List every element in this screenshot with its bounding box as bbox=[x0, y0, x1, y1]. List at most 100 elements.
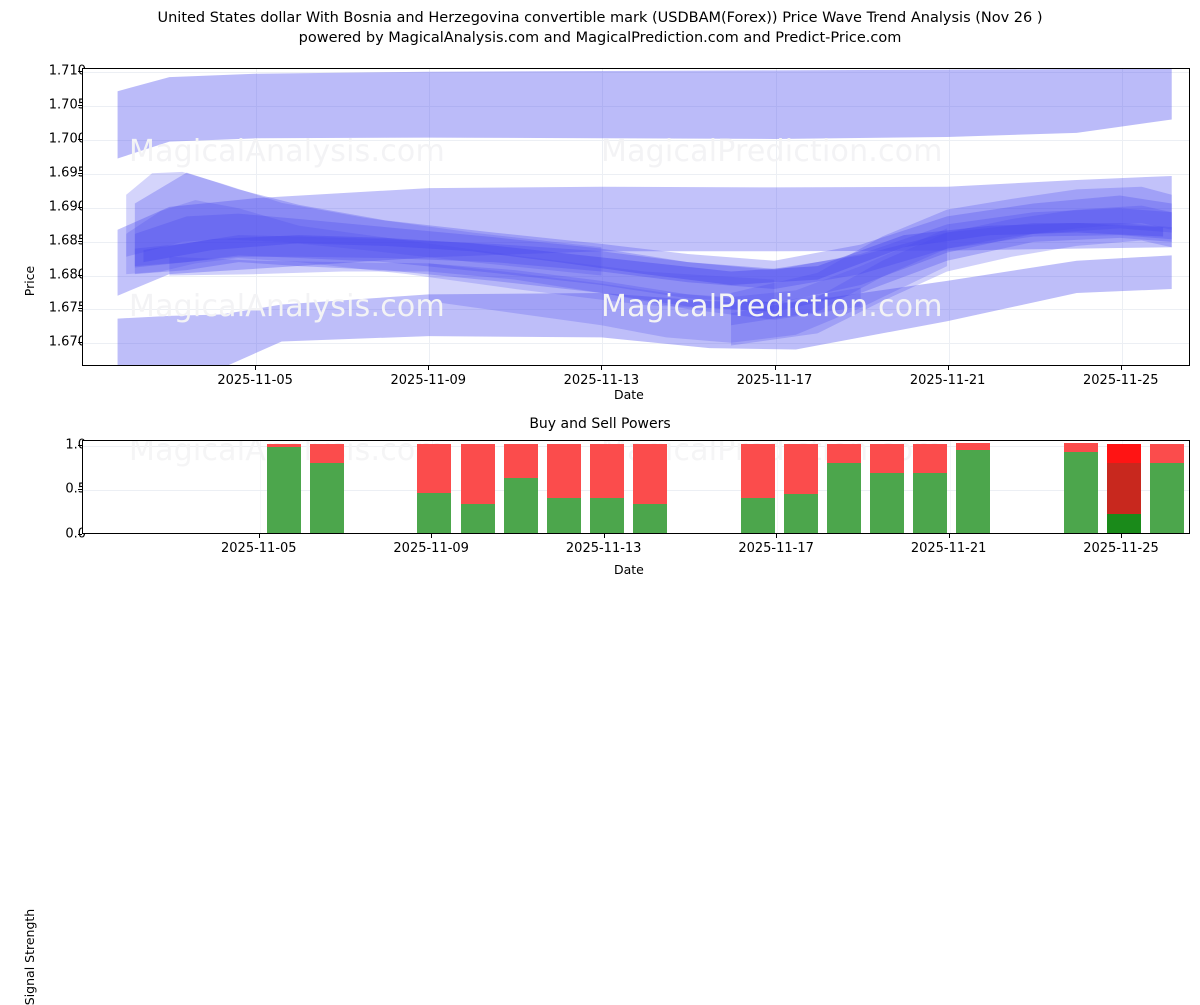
price-y-tick-label: 1.690 bbox=[48, 199, 86, 215]
bar-column bbox=[417, 441, 452, 533]
price-x-tick-label: 2025-11-09 bbox=[390, 373, 467, 388]
price-y-tick-label: 1.700 bbox=[48, 131, 86, 147]
bar-column bbox=[740, 441, 775, 533]
bar-segment-sell-dark bbox=[1107, 463, 1142, 515]
bar-segment-buy bbox=[1150, 463, 1185, 533]
bar-segment-sell bbox=[309, 443, 344, 464]
price-x-tick-label: 2025-11-13 bbox=[563, 373, 640, 388]
signal-x-tick-label: 2025-11-09 bbox=[393, 541, 469, 556]
price-x-tick-label: 2025-11-25 bbox=[1083, 373, 1159, 388]
price-x-tick-label: 2025-11-05 bbox=[217, 373, 293, 388]
bar-segment-sell bbox=[870, 443, 905, 473]
bar-segment-buy bbox=[632, 503, 667, 533]
signal-y-tick-label: 1.0 bbox=[65, 437, 86, 452]
price-wave-panel: Price 1.670 1.675 1.680 1.685 1.690 1.695 1.70… bbox=[0, 56, 1200, 402]
bar-segment-sell bbox=[589, 443, 624, 499]
bar-segment-sell bbox=[266, 443, 301, 448]
title-line-2: powered by MagicalAnalysis.com and Magic… bbox=[298, 30, 902, 46]
bar-column bbox=[913, 441, 948, 533]
price-y-tick-label: 1.685 bbox=[48, 233, 86, 249]
bar-segment-sell bbox=[956, 443, 991, 450]
bar-segment-buy bbox=[956, 449, 991, 533]
signal-x-tick-label: 2025-11-13 bbox=[565, 541, 642, 556]
bar-segment-sell bbox=[460, 443, 495, 504]
wave-band-spike-band-early-low bbox=[126, 200, 775, 312]
wave-band-core-trend-band-c bbox=[134, 223, 1172, 289]
bar-segment-sell bbox=[913, 443, 948, 473]
signal-x-tick-label: 2025-11-05 bbox=[221, 541, 297, 556]
wave-band-upper-resistance-band bbox=[117, 69, 1172, 159]
bar-segment-sell bbox=[632, 443, 667, 504]
bar-column bbox=[1107, 441, 1142, 533]
signal-x-tick-label: 2025-11-25 bbox=[1083, 541, 1159, 556]
bar-segment-buy bbox=[740, 498, 775, 533]
price-y-tick-label: 1.670 bbox=[48, 334, 86, 350]
bar-column bbox=[956, 441, 991, 533]
bar-column bbox=[460, 441, 495, 533]
wave-band-rising-right-band-low bbox=[731, 205, 1172, 346]
signal-y-tick-label: 0.0 bbox=[65, 526, 86, 542]
wave-band-core-trend-band-a bbox=[134, 172, 1172, 312]
price-wave-bands bbox=[117, 69, 1172, 365]
bar-segment-buy bbox=[783, 493, 818, 533]
price-date-axis-label: Date bbox=[614, 387, 644, 402]
bar-segment-sell bbox=[826, 443, 861, 464]
bar-column bbox=[266, 441, 301, 533]
wave-band-descending-band bbox=[169, 256, 861, 320]
wave-band-spike-band-early-high bbox=[126, 171, 602, 276]
bar-segment-buy bbox=[503, 477, 538, 533]
price-y-tick-label: 1.705 bbox=[48, 97, 86, 113]
bar-column bbox=[503, 441, 538, 533]
bar-column bbox=[1150, 441, 1185, 533]
bar-segment-sell bbox=[1150, 443, 1185, 464]
bar-segment-buy bbox=[309, 463, 344, 533]
bar-segment-sell bbox=[503, 443, 538, 478]
bar-column bbox=[783, 441, 818, 533]
bar-segment-buy bbox=[589, 498, 624, 533]
bar-column bbox=[1064, 441, 1099, 533]
signal-y-tick-label: 0.5 bbox=[65, 481, 86, 497]
signal-date-axis-label: Date bbox=[614, 562, 644, 577]
bar-segment-sell-bright bbox=[1107, 443, 1142, 464]
wave-band-lower-support-band bbox=[117, 255, 1172, 365]
bar-segment-buy bbox=[826, 463, 861, 533]
price-y-tick-label: 1.675 bbox=[48, 300, 86, 316]
bar-column bbox=[632, 441, 667, 533]
bar-segment-buy bbox=[266, 447, 301, 533]
buy-sell-panel: Buy and Sell Powers Signal Strength 0.0 0… bbox=[0, 412, 1200, 1005]
signal-x-tick-label: 2025-11-21 bbox=[910, 541, 987, 556]
wave-band-rising-right-band bbox=[731, 186, 1172, 326]
bar-segment-sell bbox=[783, 443, 818, 494]
price-y-tick-label: 1.695 bbox=[48, 165, 86, 181]
bar-segment-buy bbox=[1107, 514, 1142, 533]
bar-segment-buy bbox=[417, 492, 452, 533]
bar-segment-sell bbox=[1064, 443, 1099, 453]
signal-strength-axis-label: Signal Strength bbox=[22, 908, 37, 1005]
bar-column bbox=[826, 441, 861, 533]
bar-segment-sell bbox=[417, 443, 452, 493]
bar-segment-buy bbox=[546, 498, 581, 533]
bar-segment-buy bbox=[913, 473, 948, 533]
wave-band-mid-dip-band bbox=[428, 228, 948, 343]
price-plot-area: MagicalAnalysis.com MagicalPrediction.com… bbox=[82, 68, 1190, 366]
bar-segment-buy bbox=[1064, 452, 1099, 533]
wave-band-core-trend-band-b bbox=[134, 208, 1172, 304]
wave-band-central-dark-spine bbox=[143, 223, 1164, 285]
price-x-tick-label: 2025-11-21 bbox=[909, 373, 986, 388]
bar-column bbox=[870, 441, 905, 533]
buy-sell-title: Buy and Sell Powers bbox=[529, 416, 671, 432]
price-y-tick-label: 1.680 bbox=[48, 267, 86, 283]
signal-x-tick-label: 2025-11-17 bbox=[738, 541, 814, 556]
price-x-tick-label: 2025-11-17 bbox=[736, 373, 813, 388]
bar-segment-sell bbox=[740, 443, 775, 499]
bar-segment-sell bbox=[546, 443, 581, 499]
bar-segment-buy bbox=[870, 473, 905, 533]
price-y-tick-label: 1.710 bbox=[48, 63, 86, 79]
title-line-1: United States dollar With Bosnia and Her… bbox=[157, 10, 1043, 26]
bar-segment-buy bbox=[460, 503, 495, 533]
bar-column bbox=[546, 441, 581, 533]
wave-band-upper-mid-band bbox=[117, 175, 1172, 296]
bar-column bbox=[309, 441, 344, 533]
bar-column bbox=[589, 441, 624, 533]
